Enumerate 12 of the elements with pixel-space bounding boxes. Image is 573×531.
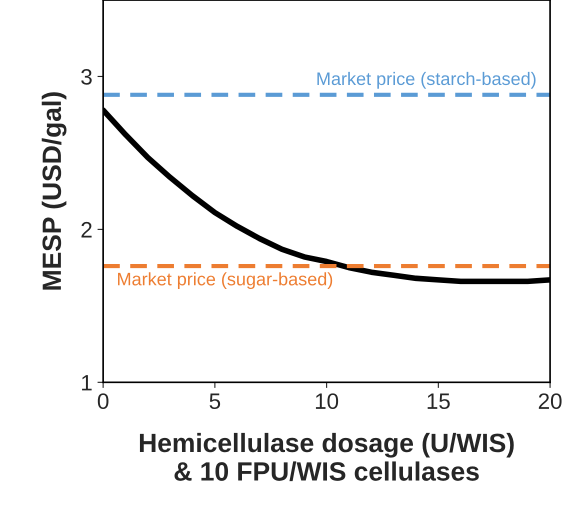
ref-line-label: Market price (starch-based) [317,72,536,89]
x-tick-label: 5 [210,394,220,410]
y-tick-label: 1 [82,375,92,390]
y-tick-label: 3 [81,69,92,85]
ref-line-label: Market price (sugar-based) [118,272,332,290]
y-tick-label: 2 [81,222,92,238]
x-tick-label: 20 [538,393,562,410]
x-tick-label: 10 [316,393,338,410]
x-axis-title: Hemicellulase dosage (U/WIS) & 10 FPU/WIS cellulases [140,432,514,482]
y-axis-title: MESP (USD/gal) [42,92,66,290]
x-tick-label: 15 [428,394,450,410]
x-tick-label: 0 [98,393,108,410]
